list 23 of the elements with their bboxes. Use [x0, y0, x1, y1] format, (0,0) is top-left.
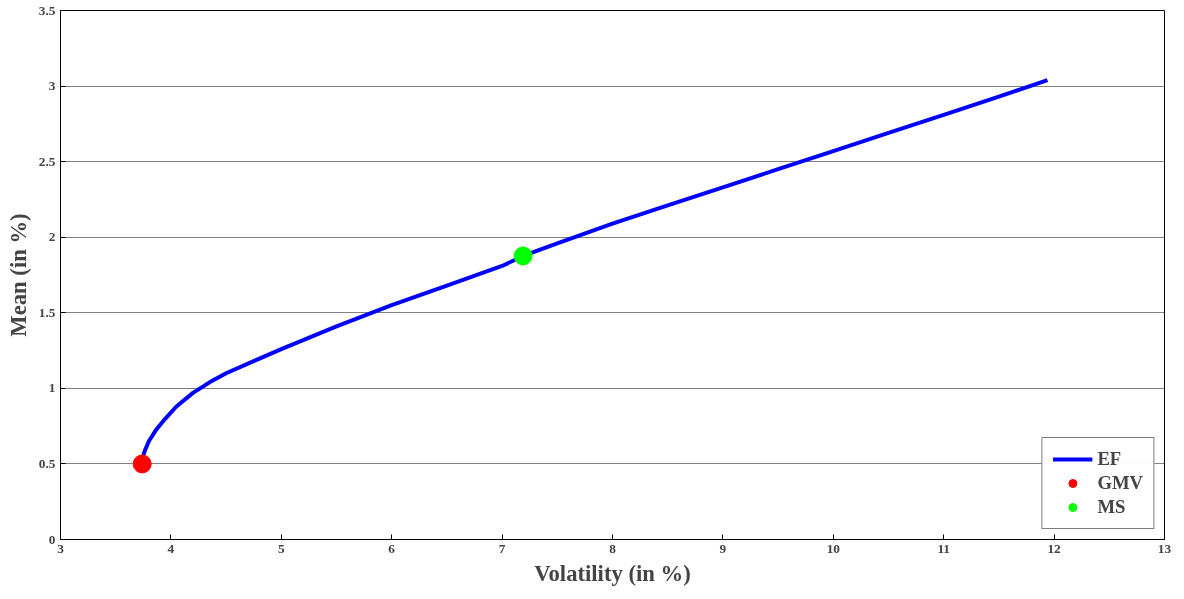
x-tick-label: 5: [277, 540, 285, 556]
x-tick-label: 9: [719, 540, 727, 556]
x-tick-label: 10: [826, 540, 841, 556]
x-tick-label: 8: [609, 540, 617, 556]
x-tick-label: 13: [1157, 540, 1172, 556]
x-tick-label: 11: [937, 540, 950, 556]
x-tick-label: 4: [167, 540, 175, 556]
y-tick-label: 1: [48, 380, 56, 396]
y-axis-title: Mean (in %): [5, 213, 31, 337]
y-tick-label: 1.5: [38, 304, 56, 320]
x-axis-title: Volatility (in %): [534, 560, 691, 586]
y-tick-label: 3.5: [38, 2, 56, 18]
x-tick-label: 6: [388, 540, 396, 556]
y-tick-label: 2.5: [38, 153, 56, 169]
y-tick-label: 3: [48, 78, 56, 94]
legend-label: GMV: [1097, 472, 1143, 494]
legend-label: MS: [1097, 496, 1126, 518]
y-tick-label: 2: [48, 229, 56, 245]
y-tick-label: 0: [48, 531, 56, 547]
legend-label: EF: [1097, 448, 1122, 470]
x-tick-label: 7: [498, 540, 506, 556]
y-tick-label: 0.5: [38, 455, 56, 471]
x-tick-label: 12: [1047, 540, 1062, 556]
